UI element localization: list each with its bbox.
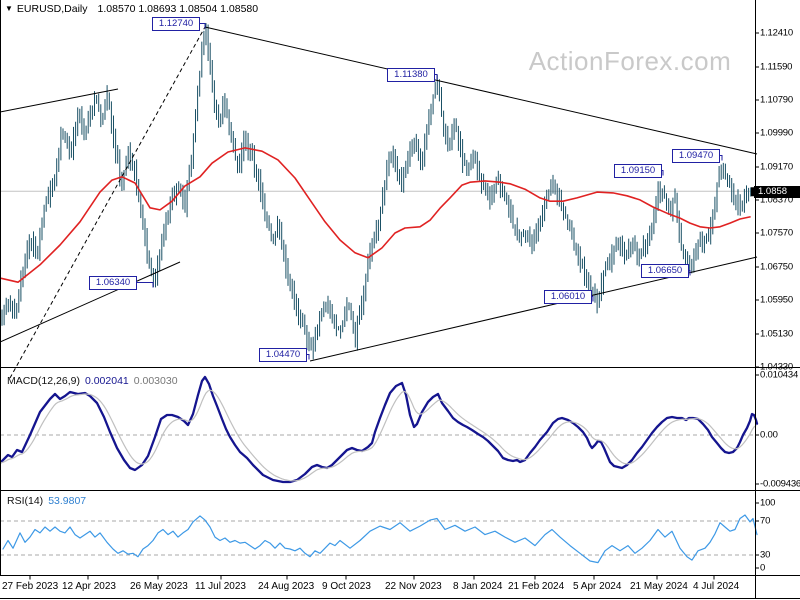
annotation-connector — [135, 282, 154, 288]
rsi-indicator-label: RSI(14) 53.9807 — [7, 495, 86, 507]
price-annotation[interactable]: 1.06010 — [544, 290, 592, 304]
rsi-line — [2, 514, 758, 564]
symbol-timeframe-label: EURUSD,Daily — [16, 3, 88, 15]
price-axis-label: 1.10790 — [760, 94, 793, 106]
rsi-axis-label: 70 — [760, 515, 771, 527]
trendline[interactable] — [0, 88, 119, 113]
macd-main-value: 0.002041 — [84, 375, 129, 387]
moving-average-line — [0, 147, 751, 283]
rsi-value: 53.9807 — [48, 495, 87, 507]
current-price-tag: 1.0858 — [754, 186, 800, 198]
trendline[interactable] — [204, 26, 758, 155]
macd-signal-value: 0.003030 — [133, 375, 178, 387]
price-axis-label: 1.05950 — [760, 294, 793, 306]
macd-signal-line — [0, 389, 757, 482]
date-label: 22 Nov 2023 — [385, 581, 442, 592]
annotation-connector — [198, 23, 206, 29]
macd-indicator-label: MACD(12,26,9) 0.002041 0.003030 — [7, 375, 178, 387]
price-axis-label: 1.11590 — [760, 61, 793, 73]
date-label: 26 May 2023 — [130, 581, 188, 592]
price-axis-label: 1.07570 — [760, 227, 793, 239]
date-label: 21 Feb 2024 — [508, 581, 565, 592]
date-label: 24 Aug 2023 — [258, 581, 315, 592]
chart-title: ▼ EURUSD,Daily 1.08570 1.08693 1.08504 1.0… — [5, 3, 258, 15]
price-annotation[interactable]: 1.09150 — [614, 164, 662, 178]
price-annotation[interactable]: 1.09470 — [672, 149, 720, 163]
price-bars — [1, 23, 754, 360]
date-label: 21 May 2024 — [630, 581, 688, 592]
date-label: 11 Jul 2023 — [195, 581, 246, 592]
price-axis-label: 1.08370 — [760, 194, 793, 206]
rsi-name: RSI(14) — [7, 495, 44, 507]
macd-axis-label: 0.00 — [760, 429, 778, 441]
symbol-dropdown-icon[interactable]: ▼ — [5, 4, 13, 13]
price-axis-label: 1.09170 — [760, 161, 793, 173]
current-price-marker — [751, 187, 756, 197]
price-annotation[interactable]: 1.06650 — [641, 264, 689, 278]
rsi-axis-label: 30 — [760, 549, 771, 561]
watermark: ActionForex.com — [528, 46, 732, 76]
price-annotation[interactable]: 1.06340 — [89, 276, 137, 290]
price-axis-label: 1.12410 — [760, 27, 793, 39]
price-annotation[interactable]: 1.12740 — [152, 17, 200, 31]
price-annotation[interactable]: 1.11380 — [387, 68, 435, 82]
date-label: 8 Jan 2024 — [453, 581, 503, 592]
macd-main-line — [0, 375, 759, 484]
price-axis-label: 1.06750 — [760, 261, 793, 273]
price-axis-label: 1.05130 — [760, 328, 793, 340]
dashed-trendline[interactable] — [9, 26, 206, 379]
date-label: 12 Apr 2023 — [62, 581, 116, 592]
macd-axis-label: 0.010434 — [760, 369, 799, 381]
date-label: 27 Feb 2023 — [2, 581, 59, 592]
rsi-axis-label: 100 — [760, 497, 776, 509]
date-label: 4 Jul 2024 — [693, 581, 740, 592]
macd-name: MACD(12,26,9) — [7, 375, 80, 387]
price-annotation[interactable]: 1.04470 — [259, 348, 307, 362]
trendline[interactable] — [0, 261, 181, 343]
date-label: 9 Oct 2023 — [322, 581, 371, 592]
price-axis-label: 1.04330 — [760, 361, 793, 373]
rsi-axis-label: 0 — [760, 562, 766, 574]
macd-axis-label: -0.009436 — [760, 478, 800, 490]
date-label: 5 Apr 2024 — [573, 581, 622, 592]
price-axis-label: 1.09990 — [760, 127, 793, 139]
ohlc-values: 1.08570 1.08693 1.08504 1.08580 — [97, 3, 259, 15]
